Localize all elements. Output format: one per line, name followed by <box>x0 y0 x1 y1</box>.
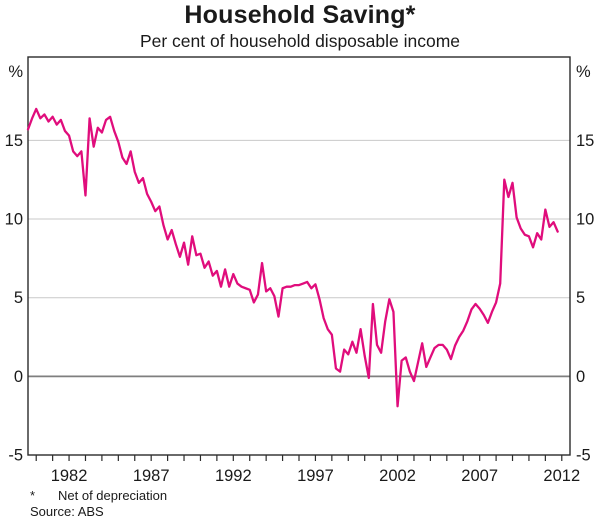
y-tick-label-left: -5 <box>8 447 23 465</box>
y-tick-label-right: 5 <box>576 289 585 307</box>
footnote-marker: * <box>30 488 36 503</box>
y-tick-label-right: 15 <box>576 132 594 150</box>
footnote: * Net of depreciation <box>30 488 167 503</box>
source-note: Source: ABS <box>30 504 104 519</box>
x-tick-label: 1982 <box>51 467 88 485</box>
x-tick-label: 1997 <box>297 467 334 485</box>
y-tick-label-right: 0 <box>576 368 585 386</box>
x-tick-label: 2002 <box>379 467 416 485</box>
chart-title: Household Saving* <box>184 1 416 29</box>
y-unit-left: % <box>8 63 23 81</box>
x-tick-label: 1987 <box>133 467 170 485</box>
footnote-text: Net of depreciation <box>58 488 168 503</box>
y-tick-label-left: 15 <box>5 132 23 150</box>
x-tick-label: 1992 <box>215 467 252 485</box>
y-tick-label-right: -5 <box>576 447 591 465</box>
x-tick-label: 2007 <box>461 467 498 485</box>
x-tick-label: 2012 <box>543 467 580 485</box>
y-unit-right: % <box>576 63 591 81</box>
y-tick-label-right: 10 <box>576 211 594 229</box>
y-tick-label-left: 0 <box>14 368 23 386</box>
y-tick-label-left: 5 <box>14 289 23 307</box>
saving-line <box>26 107 559 408</box>
chart-subtitle: Per cent of household disposable income <box>139 31 461 51</box>
y-tick-label-left: 10 <box>5 211 23 229</box>
